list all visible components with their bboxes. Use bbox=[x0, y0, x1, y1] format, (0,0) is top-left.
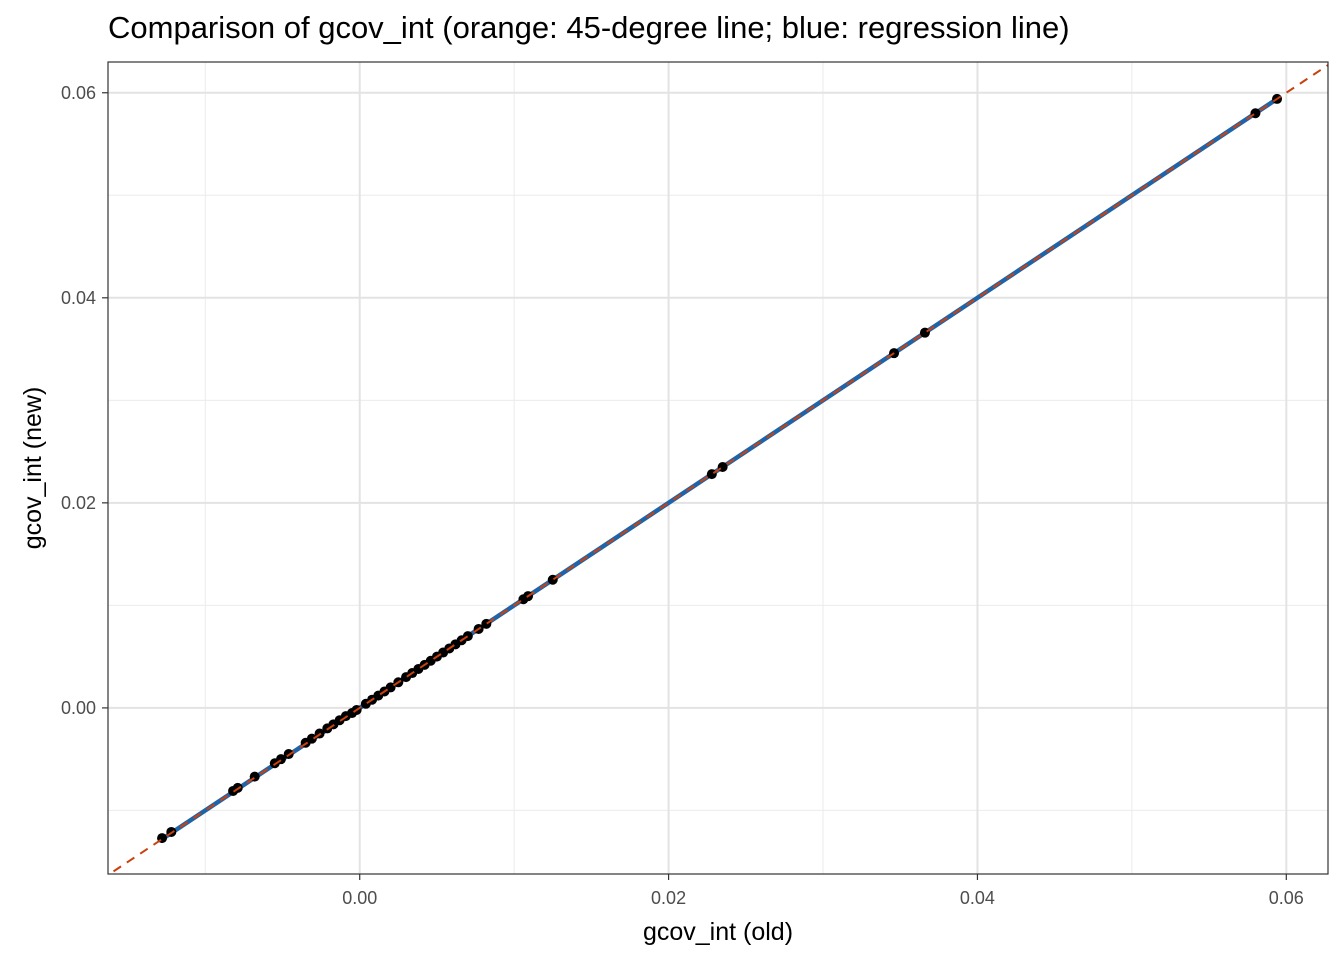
grid-lines bbox=[108, 62, 1328, 874]
y-tick-label: 0.06 bbox=[61, 83, 96, 103]
y-tick-label: 0.02 bbox=[61, 493, 96, 513]
x-axis-title: gcov_int (old) bbox=[643, 918, 793, 946]
x-tick-label: 0.06 bbox=[1269, 888, 1304, 908]
x-tick-label: 0.04 bbox=[960, 888, 995, 908]
y-tick-label: 0.04 bbox=[61, 288, 96, 308]
plot-panel-border bbox=[107, 61, 1329, 875]
y-axis-title: gcov_int (new) bbox=[19, 387, 47, 550]
x-axis: 0.00 0.02 0.04 0.06 bbox=[342, 874, 1304, 908]
y-tick-label: 0.00 bbox=[61, 698, 96, 718]
data-point bbox=[306, 733, 317, 744]
x-tick-label: 0.02 bbox=[651, 888, 686, 908]
chart-title: Comparison of gcov_int (orange: 45-degre… bbox=[108, 10, 1070, 45]
y-axis: 0.00 0.02 0.04 0.06 bbox=[61, 83, 108, 718]
x-tick-label: 0.00 bbox=[342, 888, 377, 908]
